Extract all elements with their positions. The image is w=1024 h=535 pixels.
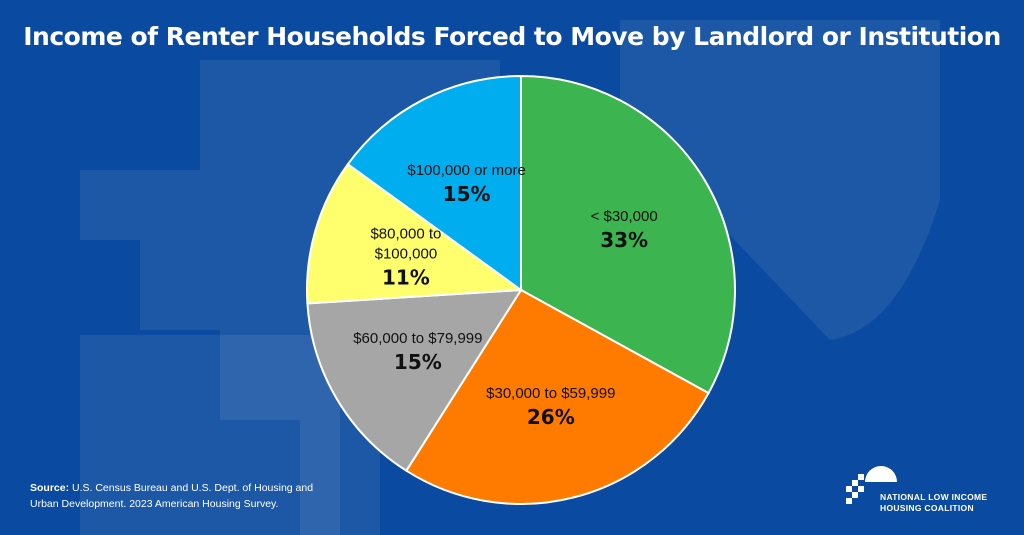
pie-slice-2 <box>306 288 523 473</box>
logo-line-2: HOUSING COALITION <box>880 503 974 513</box>
slice-label-0-line-0: < $30,000 <box>591 208 658 225</box>
chart-title: Income of Renter Households Forced to Mo… <box>23 22 1001 51</box>
slice-label-3-line-0: $80,000 to <box>370 226 441 243</box>
slice-value-1: 26% <box>527 405 575 429</box>
pie-slice-1 <box>404 288 710 505</box>
pie-slice-0 <box>520 74 736 395</box>
slice-value-2: 15% <box>394 350 442 374</box>
slice-value-3: 11% <box>382 266 430 290</box>
pie-slice-3 <box>306 162 524 305</box>
logo-text: NATIONAL LOW INCOME HOUSING COALITION <box>880 492 987 514</box>
source-note: Source: U.S. Census Bureau and U.S. Dept… <box>30 480 330 512</box>
slice-label-3-line-1: $100,000 <box>375 246 438 263</box>
slice-value-4: 15% <box>443 182 491 206</box>
logo-line-1: NATIONAL LOW INCOME <box>880 492 988 502</box>
nlihc-logo: NATIONAL LOW INCOME HOUSING COALITION <box>845 460 1015 520</box>
house-logo-icon <box>846 466 897 504</box>
slice-value-0: 33% <box>600 228 648 252</box>
slice-label-2-line-0: $60,000 to $79,999 <box>353 330 482 347</box>
slice-label-1-line-0: $30,000 to $59,999 <box>486 385 615 402</box>
source-text: U.S. Census Bureau and U.S. Dept. of Hou… <box>30 482 314 510</box>
source-label: Source: <box>30 482 70 494</box>
pie-slice-4 <box>346 74 522 292</box>
slice-label-4-line-0: $100,000 or more <box>407 162 525 179</box>
